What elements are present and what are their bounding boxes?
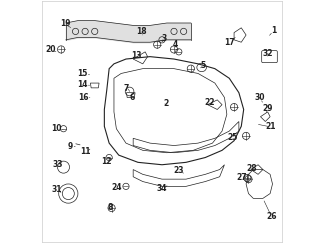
- Text: 4: 4: [173, 40, 178, 49]
- Text: 9: 9: [68, 142, 73, 151]
- Text: 22: 22: [205, 98, 215, 107]
- Text: 20: 20: [46, 45, 56, 54]
- Text: 5: 5: [200, 61, 205, 69]
- Text: 29: 29: [262, 104, 273, 113]
- Text: 23: 23: [174, 166, 184, 175]
- Text: 30: 30: [255, 93, 265, 102]
- Text: 17: 17: [225, 38, 235, 47]
- Text: 2: 2: [164, 99, 169, 108]
- Text: 18: 18: [136, 27, 147, 36]
- Text: 14: 14: [77, 80, 87, 89]
- Text: 21: 21: [265, 122, 276, 131]
- Text: 26: 26: [266, 212, 277, 221]
- Text: 24: 24: [111, 183, 122, 192]
- Text: 19: 19: [60, 18, 70, 27]
- Text: 1: 1: [271, 26, 276, 35]
- Text: 3: 3: [161, 34, 167, 43]
- Text: 31: 31: [52, 185, 62, 194]
- Text: 27: 27: [236, 174, 247, 182]
- Text: 6: 6: [129, 93, 134, 102]
- Text: 12: 12: [101, 157, 112, 166]
- Text: 15: 15: [77, 69, 87, 78]
- Text: 32: 32: [262, 49, 273, 58]
- Text: 16: 16: [78, 93, 88, 102]
- Text: 33: 33: [52, 160, 63, 169]
- Text: 11: 11: [80, 147, 90, 156]
- Text: 34: 34: [157, 184, 167, 193]
- Text: 28: 28: [247, 164, 257, 173]
- Text: 10: 10: [51, 124, 62, 133]
- Text: 25: 25: [228, 133, 238, 142]
- Text: 13: 13: [132, 51, 142, 60]
- Text: 7: 7: [124, 84, 129, 93]
- Text: 8: 8: [108, 203, 113, 212]
